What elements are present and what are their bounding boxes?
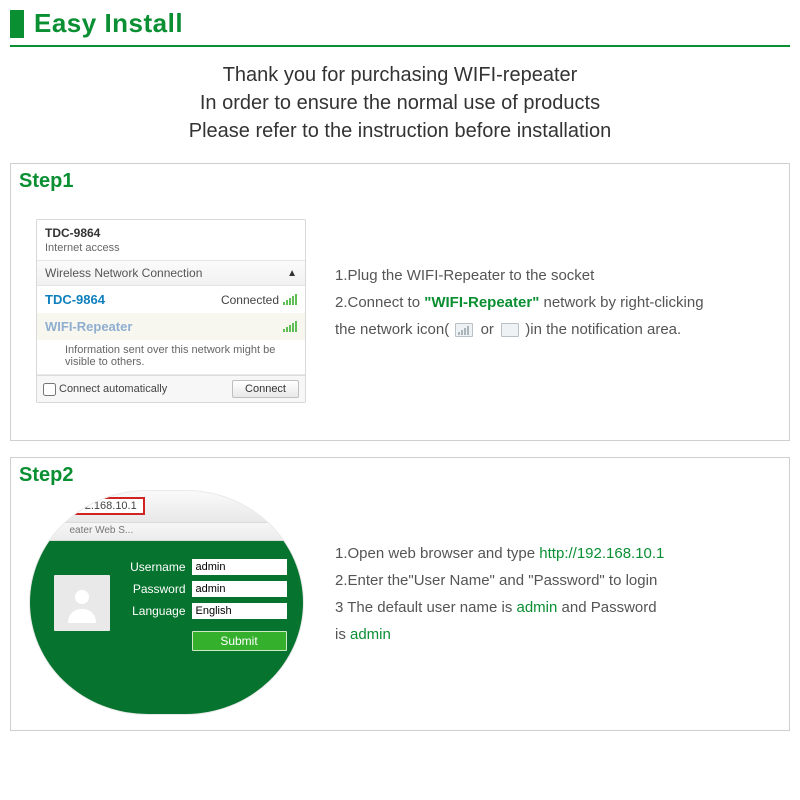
login-form: Username Password Language Submit [124,559,287,715]
chevron-up-icon: ▲ [287,268,297,279]
wifi-section-header: Wireless Network Connection ▲ [37,260,305,286]
step2-label: Step2 [19,464,73,487]
checkbox[interactable] [43,383,56,396]
signal-icon [283,321,297,332]
wifi-name: WIFI-Repeater [45,319,132,334]
intro-line: In order to ensure the normal use of pro… [20,89,780,117]
connect-button[interactable]: Connect [232,380,299,398]
instruction-line: 2.Enter the"User Name" and "Password" to… [335,567,771,594]
intro-line: Thank you for purchasing WIFI-repeater [20,61,780,89]
network-bars-icon [455,323,473,337]
page-header: Easy Install [0,0,800,43]
instruction-line: 2.Connect to "WIFI-Repeater" network by … [335,289,771,316]
login-form-area: Username Password Language Submit [30,541,303,715]
wifi-state: Connected [221,293,279,307]
monitor-icon [501,323,519,337]
password-label: Password [124,582,186,596]
step1-label: Step1 [19,170,73,193]
username-label: Username [124,560,186,574]
username-input[interactable] [192,559,287,575]
password-input[interactable] [192,581,287,597]
intro-line: Please refer to the instruction before i… [20,117,780,145]
step1-panel: Step1 TDC-9864 Internet access Wireless … [10,163,790,441]
instruction-line: 3 The default user name is admin and Pas… [335,594,771,621]
accent-bar [10,10,24,38]
step2-illustration: 192.168.10.1 eater Web S... Username Pas… [11,454,331,735]
wifi-current-ssid: TDC-9864 [37,220,305,242]
step1-instructions: 1.Plug the WIFI-Repeater to the socket 2… [331,252,789,353]
wifi-network-row-selected[interactable]: WIFI-Repeater [37,313,305,340]
signal-icon [283,294,297,305]
wifi-section-title: Wireless Network Connection [45,266,202,280]
language-row: Language [124,603,287,619]
wifi-popup: TDC-9864 Internet access Wireless Networ… [36,219,306,403]
submit-button[interactable]: Submit [192,631,287,651]
wifi-network-row[interactable]: TDC-9864 Connected [37,286,305,313]
instruction-line: 1.Open web browser and type http://192.1… [335,540,771,567]
auto-connect-label: Connect automatically [59,383,167,395]
url-highlight: 192.168.10.1 [65,497,145,515]
password-row: Password [124,581,287,597]
step1-illustration: TDC-9864 Internet access Wireless Networ… [11,191,331,413]
page-title: Easy Install [34,8,183,39]
auto-connect-checkbox[interactable]: Connect automatically [43,383,167,396]
avatar-icon [54,575,110,631]
instruction-line: 1.Plug the WIFI-Repeater to the socket [335,262,771,289]
step2-instructions: 1.Open web browser and type http://192.1… [331,530,789,658]
step2-panel: Step2 192.168.10.1 eater Web S... Userna… [10,457,790,731]
login-screenshot: 192.168.10.1 eater Web S... Username Pas… [29,490,314,725]
language-label: Language [124,604,186,618]
wifi-current-status: Internet access [37,242,305,260]
language-select[interactable] [192,603,287,619]
wifi-footer: Connect automatically Connect [37,375,305,402]
wifi-security-hint: Information sent over this network might… [37,340,305,375]
instruction-line: is admin [335,621,771,648]
intro-text: Thank you for purchasing WIFI-repeater I… [0,47,800,163]
browser-address-bar: 192.168.10.1 [30,491,303,523]
username-row: Username [124,559,287,575]
wifi-name: TDC-9864 [45,292,105,307]
browser-tab: eater Web S... [30,523,303,541]
instruction-line: the network icon( or )in the notificatio… [335,316,771,343]
